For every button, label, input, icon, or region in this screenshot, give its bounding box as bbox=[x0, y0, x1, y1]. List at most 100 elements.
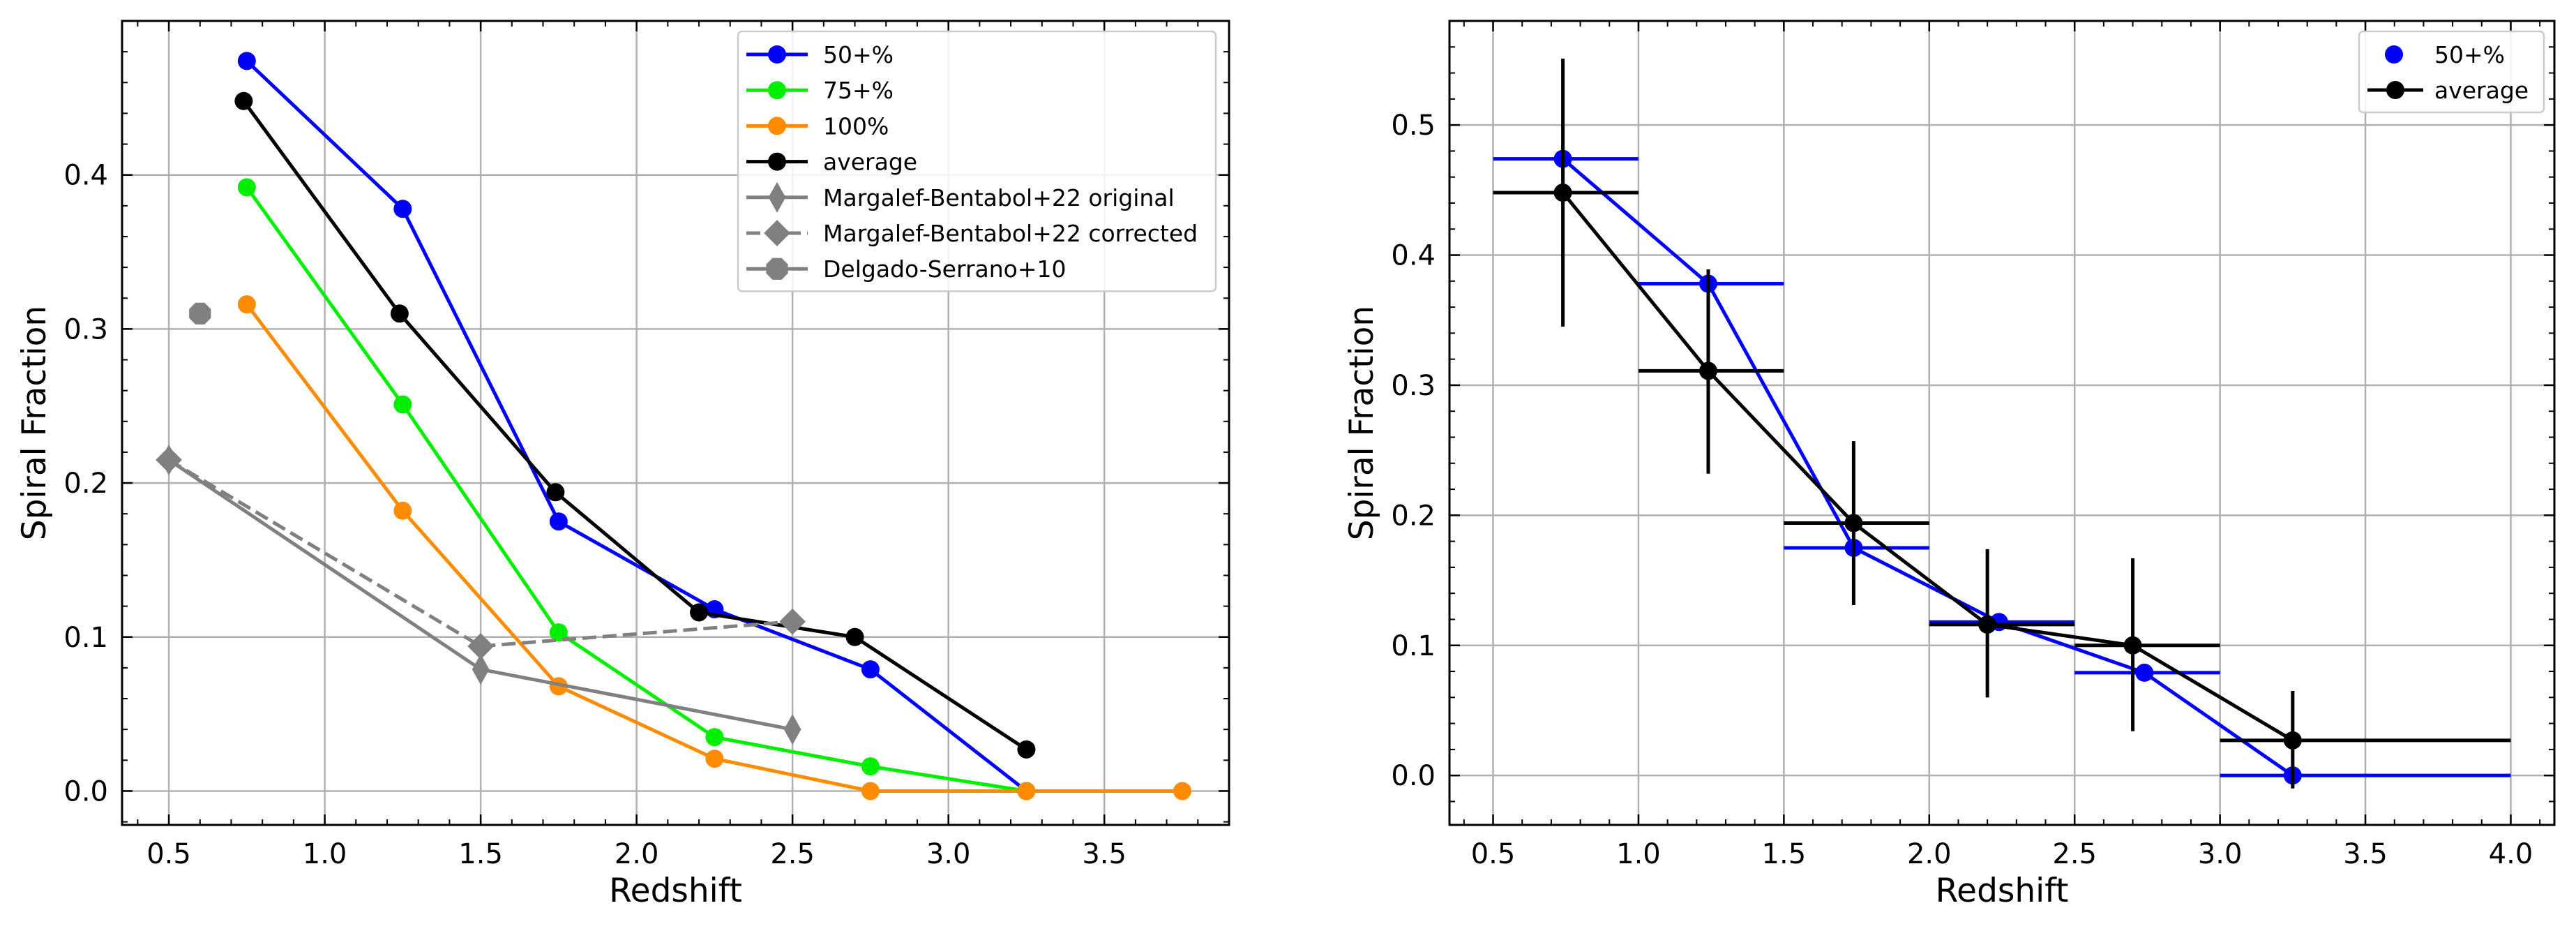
y-tick-label: 0.3 bbox=[1391, 370, 1436, 402]
data-point bbox=[390, 304, 409, 323]
series-75+% bbox=[237, 178, 1036, 800]
legend-marker bbox=[2386, 81, 2404, 99]
data-point bbox=[779, 608, 806, 635]
legend-label: 100% bbox=[823, 112, 889, 140]
x-tick-label: 2.5 bbox=[770, 838, 815, 870]
data-point bbox=[393, 200, 412, 218]
data-point bbox=[467, 633, 494, 660]
legend-label: Margalef-Bentabol+22 original bbox=[823, 184, 1175, 211]
y-tick-label: 0.1 bbox=[1391, 630, 1436, 662]
data-point bbox=[472, 654, 490, 685]
series-50+% bbox=[1493, 149, 2511, 785]
series-Margalef-Bentabol+22 corrected bbox=[156, 447, 806, 660]
data-point bbox=[1844, 514, 1863, 532]
legend-marker bbox=[768, 81, 786, 100]
data-point bbox=[705, 750, 724, 768]
data-point bbox=[393, 395, 412, 414]
y-tick-label: 0.4 bbox=[63, 160, 108, 192]
legend-marker bbox=[768, 181, 786, 213]
x-tick-label: 3.0 bbox=[926, 838, 971, 870]
series-average bbox=[234, 91, 1036, 759]
data-point bbox=[783, 714, 801, 745]
series-line bbox=[245, 303, 1182, 793]
legend-label: Delgado-Serrano+10 bbox=[823, 255, 1066, 283]
y-tick-label: 0.0 bbox=[1391, 760, 1436, 792]
series-average bbox=[1493, 59, 2511, 789]
data-point bbox=[861, 782, 880, 800]
data-point bbox=[2135, 663, 2154, 682]
x-axis-label: Redshift bbox=[609, 872, 742, 910]
series-100% bbox=[237, 295, 1191, 800]
x-tick-label: 1.0 bbox=[1616, 838, 1661, 870]
axes-frame bbox=[1448, 20, 2556, 826]
data-point bbox=[1978, 615, 1997, 634]
series-Delgado-Serrano+10 bbox=[189, 302, 211, 325]
left-chart-panel: 0.5 1.0 1.5 2.0 2.5 3.0 3.5 0.0 0.1 0.2 0.3 0.4 Reds… bbox=[15, 20, 1230, 910]
x-tick-label: 2.0 bbox=[1907, 838, 1952, 870]
data-point bbox=[861, 757, 880, 776]
x-axis-label: Redshift bbox=[1936, 872, 2069, 910]
legend-label: 50+% bbox=[823, 41, 894, 68]
legend-label: 50+% bbox=[2434, 41, 2505, 68]
legend-box bbox=[2358, 30, 2545, 114]
data-point bbox=[237, 178, 256, 197]
x-tick-label: 3.0 bbox=[2198, 838, 2243, 870]
x-tick-label: 1.5 bbox=[458, 838, 503, 870]
legend-label: Margalef-Bentabol+22 corrected bbox=[823, 220, 1198, 247]
y-tick-label: 0.0 bbox=[63, 775, 108, 807]
x-tick-label: 1.0 bbox=[303, 838, 347, 870]
y-tick-label: 0.2 bbox=[63, 468, 108, 500]
x-tick-label: 1.5 bbox=[1762, 838, 1807, 870]
series-line bbox=[167, 458, 793, 648]
y-axis-label: Spiral Fraction bbox=[15, 306, 54, 540]
data-point bbox=[156, 447, 182, 473]
data-point bbox=[1698, 362, 1717, 380]
right-chart-panel: 0.5 1.0 1.5 2.0 2.5 3.0 3.5 4.0 0.0 0.1 0.2 0.3 0.4 0… bbox=[1343, 20, 2556, 910]
series-line bbox=[246, 59, 1027, 793]
data-point bbox=[845, 627, 864, 646]
series-line bbox=[1561, 191, 2294, 742]
x-tick-label: 0.5 bbox=[146, 838, 191, 870]
data-point bbox=[546, 483, 565, 502]
data-point bbox=[189, 302, 211, 325]
data-point bbox=[690, 603, 709, 622]
legend-marker bbox=[764, 220, 790, 246]
y-tick-label: 0.1 bbox=[63, 622, 108, 654]
data-point bbox=[1017, 740, 1036, 759]
legend: 50+% 75+% 100% average Margalef-Bentabol+22 … bbox=[737, 30, 1217, 292]
series-line bbox=[1561, 157, 2294, 777]
series-line bbox=[242, 100, 1027, 751]
data-point bbox=[2123, 636, 2142, 655]
data-point bbox=[234, 91, 253, 110]
legend-marker bbox=[766, 258, 788, 280]
x-tick-label: 3.5 bbox=[1082, 838, 1127, 870]
data-point bbox=[2283, 731, 2302, 750]
data-point bbox=[1173, 782, 1191, 800]
y-tick-label: 0.3 bbox=[63, 313, 108, 345]
legend-marker bbox=[768, 152, 786, 171]
y-tick-label: 0.5 bbox=[1391, 110, 1436, 142]
legend-box bbox=[737, 30, 1217, 292]
x-tick-label: 0.5 bbox=[1471, 838, 1516, 870]
legend-marker bbox=[768, 45, 786, 64]
legend: 50+% average bbox=[2358, 30, 2545, 114]
x-tick-label: 2.5 bbox=[2052, 838, 2097, 870]
data-point bbox=[1553, 184, 1572, 202]
legend-label: average bbox=[2434, 77, 2529, 104]
data-point bbox=[1017, 782, 1036, 800]
axes-frame bbox=[121, 20, 1230, 826]
data-point bbox=[549, 512, 568, 531]
data-point bbox=[237, 295, 256, 314]
x-tick-label: 3.5 bbox=[2343, 838, 2388, 870]
y-tick-label: 0.4 bbox=[1391, 240, 1436, 272]
legend-label: 75+% bbox=[823, 77, 894, 104]
y-axis-label: Spiral Fraction bbox=[1343, 306, 1381, 540]
data-point bbox=[549, 623, 568, 642]
series-line bbox=[245, 186, 1027, 793]
data-point bbox=[861, 660, 880, 679]
legend-marker bbox=[768, 117, 786, 135]
data-point bbox=[705, 728, 724, 747]
data-point bbox=[393, 501, 412, 520]
legend-marker bbox=[2385, 45, 2403, 64]
